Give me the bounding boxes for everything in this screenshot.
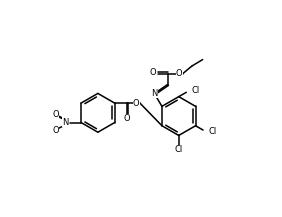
Text: N: N [152,89,158,98]
Text: N: N [62,118,69,127]
Text: O: O [52,110,59,120]
Text: O: O [133,99,140,108]
Text: O: O [52,126,59,135]
Text: O: O [176,69,182,78]
Text: O: O [124,114,130,123]
Text: Cl: Cl [192,86,200,95]
Text: O: O [149,68,156,77]
Text: Cl: Cl [208,127,217,136]
Text: Cl: Cl [175,145,183,155]
